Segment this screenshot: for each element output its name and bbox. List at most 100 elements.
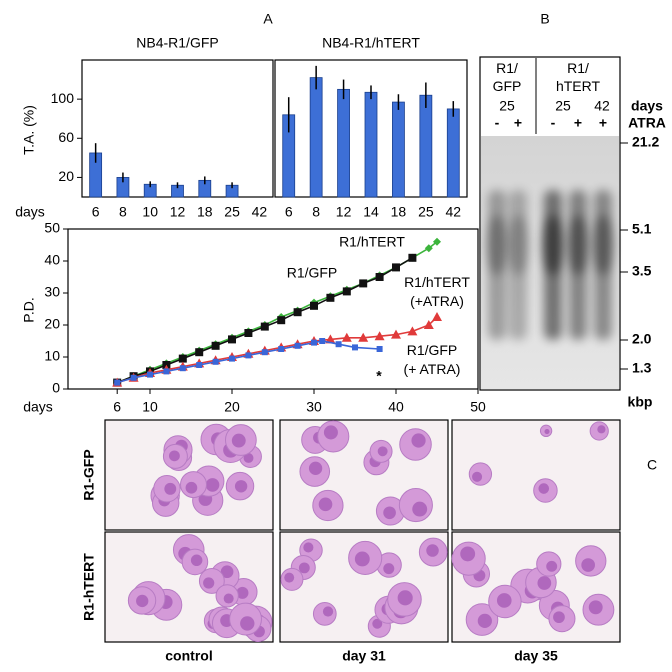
point — [245, 352, 252, 359]
cell-nucleus — [538, 483, 550, 494]
point — [277, 316, 286, 325]
size-marker: 1.3 — [632, 360, 652, 376]
y-tick-label: 30 — [44, 284, 60, 300]
lane-band — [543, 215, 563, 275]
point — [130, 374, 137, 381]
panel-letter: B — [540, 11, 549, 27]
cell-nucleus — [205, 478, 220, 492]
lane-day: 42 — [594, 98, 610, 114]
cell-nucleus — [220, 565, 234, 579]
gel-unit: kbp — [628, 394, 653, 410]
bar — [337, 88, 350, 198]
x-tick-label: 12 — [170, 204, 186, 220]
cell-nucleus — [164, 482, 177, 495]
cell-nucleus — [190, 554, 203, 567]
cell-nucleus — [411, 433, 426, 448]
cell-nucleus — [496, 593, 512, 608]
point — [311, 339, 317, 346]
cell-nucleus — [203, 577, 215, 589]
point — [326, 293, 335, 302]
bar — [392, 101, 405, 198]
point — [228, 335, 236, 344]
point — [341, 332, 352, 342]
plot-frame — [81, 59, 274, 198]
x-tick-label: 40 — [388, 399, 404, 415]
lane-atra: - — [495, 115, 500, 131]
y-tick-label: 40 — [44, 252, 60, 268]
point — [294, 342, 301, 349]
size-marker: 2.0 — [632, 331, 652, 347]
point — [179, 365, 186, 372]
y-axis-label: T.A. (%) — [21, 105, 37, 155]
x-tick-label: 18 — [391, 204, 407, 220]
lane-atra: + — [599, 115, 607, 131]
lane-atra: + — [574, 115, 582, 131]
cell-nucleus — [323, 425, 338, 440]
point — [163, 368, 170, 375]
point — [352, 344, 358, 351]
lane-band — [593, 215, 613, 275]
point — [310, 301, 318, 310]
point — [375, 273, 384, 281]
lane-group-label: R1/hTERT — [556, 60, 601, 94]
point — [359, 279, 368, 288]
lane-group-label: R1/GFP — [493, 60, 522, 94]
cell-nucleus — [354, 551, 370, 567]
cell-nucleus — [537, 576, 552, 590]
cell-nucleus — [372, 618, 383, 629]
column-label: day 31 — [342, 648, 386, 664]
bar — [309, 77, 323, 198]
point — [244, 329, 253, 337]
cell-nucleus — [426, 544, 439, 557]
point — [358, 332, 369, 342]
y-tick-label: 100 — [51, 90, 75, 106]
series-label: R1/GFP (+ ATRA) — [404, 342, 461, 377]
x-axis-label: days — [23, 399, 53, 415]
x-tick-label: 50 — [470, 399, 486, 415]
chart-title: NB4-R1/hTERT — [322, 35, 420, 51]
cell-nucleus — [240, 616, 255, 631]
bar — [446, 108, 460, 198]
lane-band — [568, 215, 588, 275]
cell-nucleus — [169, 450, 180, 462]
point — [391, 329, 401, 339]
x-tick-label: 42 — [252, 204, 268, 220]
x-tick-label: 42 — [445, 204, 461, 220]
y-tick-label: 0 — [52, 380, 60, 396]
point — [342, 287, 351, 296]
lane-day: 25 — [555, 98, 571, 114]
row-label: R1-hTERT — [81, 553, 97, 621]
cell-nucleus — [318, 497, 333, 512]
point — [195, 348, 204, 357]
cell-nucleus — [383, 563, 395, 575]
x-tick-label: 10 — [142, 204, 158, 220]
cell-nucleus — [298, 562, 310, 574]
x-tick-label: 30 — [306, 399, 322, 415]
gel-row-label: ATRA — [628, 115, 666, 131]
cell-nucleus — [383, 506, 396, 520]
point — [374, 331, 385, 341]
point — [319, 338, 326, 344]
point — [278, 346, 285, 352]
cell-nucleus — [544, 428, 550, 435]
point — [261, 349, 268, 356]
x-tick-label: 10 — [142, 399, 158, 415]
size-marker: 5.1 — [632, 221, 652, 237]
series-label: R1/GFP — [287, 265, 338, 281]
point — [178, 354, 187, 363]
point — [432, 312, 442, 321]
column-label: day 35 — [514, 648, 558, 664]
point — [293, 308, 302, 317]
cell-nucleus — [581, 558, 595, 572]
cell-nucleus — [472, 471, 483, 482]
size-marker: 3.5 — [632, 263, 652, 279]
y-tick-label: 20 — [44, 316, 60, 332]
cell-nucleus — [243, 453, 254, 463]
x-tick-label: 25 — [224, 204, 240, 220]
lane-band — [487, 215, 507, 275]
cell-nucleus — [136, 594, 149, 608]
cell-nucleus — [236, 586, 249, 599]
cell-nucleus — [460, 546, 476, 562]
point — [114, 379, 121, 386]
series-line — [116, 257, 413, 384]
